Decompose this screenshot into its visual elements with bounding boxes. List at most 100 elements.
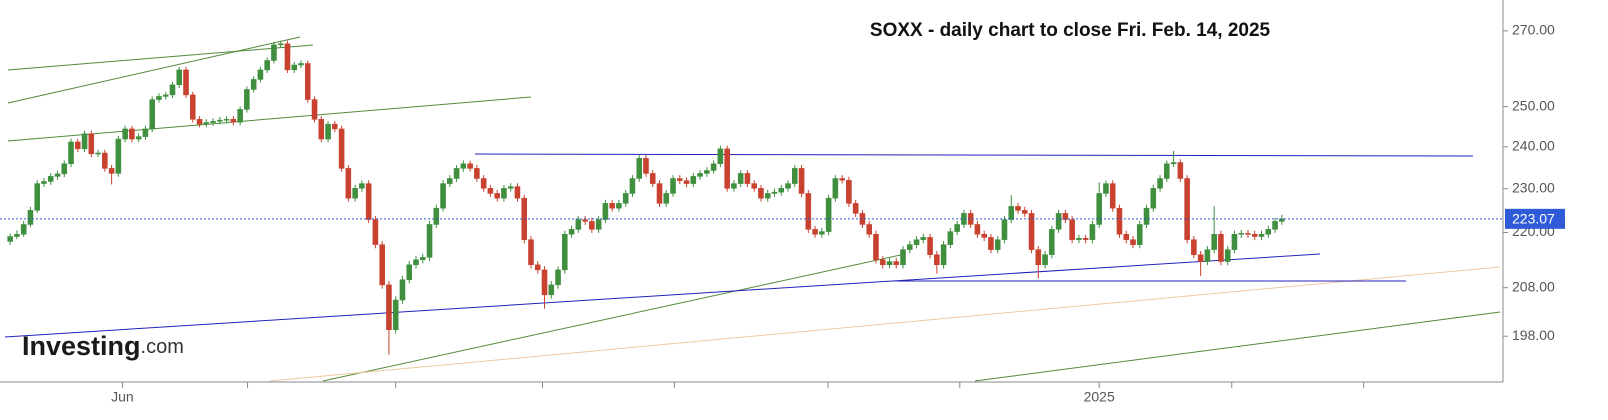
candle-body bbox=[75, 141, 81, 150]
candle-body bbox=[582, 219, 588, 222]
candle-body bbox=[1211, 234, 1217, 250]
candle-body bbox=[210, 121, 216, 123]
candle-body bbox=[534, 264, 541, 271]
candle-body bbox=[399, 279, 406, 301]
candle-body bbox=[812, 229, 818, 235]
candle-body bbox=[257, 69, 264, 80]
candle-body bbox=[20, 224, 27, 235]
candle-body bbox=[304, 63, 311, 100]
candle-body bbox=[575, 219, 582, 230]
candle-body bbox=[332, 123, 338, 130]
candle-body bbox=[710, 163, 717, 171]
candle-body bbox=[338, 128, 345, 169]
candle-body bbox=[602, 203, 609, 220]
candle-body bbox=[846, 179, 852, 204]
candle-body bbox=[690, 176, 697, 184]
candle-body bbox=[900, 249, 906, 266]
candle-body bbox=[1062, 213, 1069, 220]
candle-body bbox=[149, 99, 155, 130]
candle-body bbox=[271, 44, 277, 61]
candle-body bbox=[392, 299, 399, 331]
candle-body bbox=[758, 188, 764, 199]
candle-body bbox=[413, 259, 419, 266]
trend-line bbox=[474, 153, 1474, 157]
trend-line bbox=[4, 253, 1321, 338]
trend-line bbox=[7, 96, 532, 142]
candle-body bbox=[183, 69, 189, 96]
candle-body bbox=[1258, 234, 1265, 237]
candle-body bbox=[805, 193, 812, 230]
candle-body bbox=[1157, 178, 1163, 189]
candle-body bbox=[839, 178, 845, 181]
chart-title: SOXX - daily chart to close Fri. Feb. 14… bbox=[870, 20, 1271, 41]
logo: Investing.com bbox=[22, 331, 184, 361]
candle-body bbox=[744, 173, 751, 184]
candle-body bbox=[1265, 229, 1272, 235]
candle-body bbox=[913, 239, 920, 245]
candle-body bbox=[196, 119, 203, 125]
trend-line bbox=[322, 253, 906, 382]
candle-body bbox=[379, 244, 385, 286]
candle-body bbox=[1251, 234, 1258, 237]
candle-body bbox=[886, 261, 893, 266]
candle-body bbox=[1082, 238, 1089, 240]
candle-body bbox=[189, 94, 196, 120]
candle-body bbox=[81, 133, 88, 150]
candle-body bbox=[447, 178, 453, 184]
candle-body bbox=[1184, 178, 1190, 240]
candle-body bbox=[934, 254, 940, 266]
candle-body bbox=[1049, 229, 1055, 255]
candle-body bbox=[217, 119, 223, 122]
candle-body bbox=[778, 188, 785, 193]
candle-body bbox=[677, 178, 683, 181]
candle-body bbox=[244, 89, 250, 110]
candle-body bbox=[1123, 234, 1130, 240]
trend-line bbox=[974, 311, 1501, 382]
candle-body bbox=[541, 269, 548, 296]
candle-body bbox=[981, 234, 987, 238]
candle-body bbox=[61, 163, 68, 175]
candle-body bbox=[507, 186, 514, 189]
candle-body bbox=[494, 193, 500, 199]
candle-body bbox=[1218, 234, 1224, 262]
candle-body bbox=[568, 229, 575, 235]
candle-body bbox=[670, 178, 676, 194]
candle-body bbox=[1015, 206, 1021, 211]
candle-body bbox=[1042, 254, 1048, 266]
trend-line bbox=[7, 44, 314, 71]
candle-body bbox=[1150, 188, 1157, 209]
candle-body bbox=[474, 168, 480, 179]
candle-body bbox=[1055, 213, 1062, 230]
candle-body bbox=[88, 133, 95, 155]
candle-body bbox=[1136, 224, 1143, 245]
candle-body bbox=[994, 239, 1001, 250]
candle-body bbox=[460, 163, 467, 169]
candle-body bbox=[1076, 238, 1082, 240]
candle-body bbox=[548, 284, 555, 296]
candle-body bbox=[1191, 239, 1197, 255]
candle-body bbox=[27, 210, 34, 225]
candle-body bbox=[873, 234, 879, 260]
candle-body bbox=[737, 173, 744, 184]
candle-body bbox=[785, 183, 791, 189]
candle-body bbox=[852, 203, 859, 214]
candle-body bbox=[1109, 183, 1116, 209]
candle-body bbox=[386, 284, 392, 331]
candle-body bbox=[223, 119, 230, 121]
candle-body bbox=[115, 138, 122, 174]
candle-body bbox=[372, 219, 379, 245]
candle-body bbox=[176, 69, 183, 86]
candle-body bbox=[1164, 163, 1170, 179]
candle-body bbox=[649, 173, 656, 184]
candle-body bbox=[555, 269, 561, 286]
candle-body bbox=[1035, 249, 1042, 266]
candle-body bbox=[562, 234, 568, 271]
y-tick-label: 208.00 bbox=[1512, 278, 1555, 294]
candle-body bbox=[947, 231, 954, 245]
trend-line bbox=[269, 266, 1501, 382]
candle-body bbox=[819, 231, 825, 235]
y-tick-label: 240.00 bbox=[1512, 138, 1555, 154]
candle-body bbox=[277, 43, 284, 46]
